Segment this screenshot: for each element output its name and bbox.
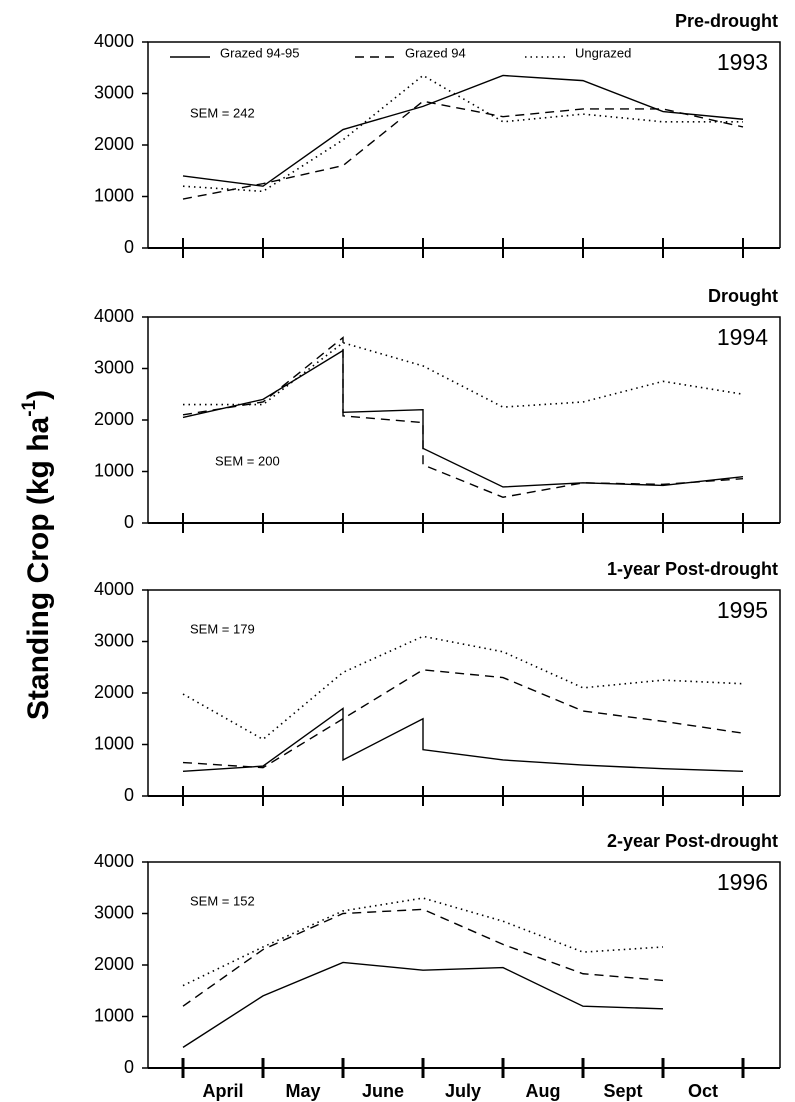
sem-label: SEM = 152 [190, 893, 255, 908]
y-tick-label: 0 [124, 1057, 134, 1077]
series-line [182, 74, 744, 187]
x-tick-label: July [445, 1081, 481, 1101]
y-tick-label: 4000 [94, 851, 134, 871]
y-tick-label: 3000 [94, 902, 134, 922]
x-tick-label: June [362, 1081, 404, 1101]
y-axis-label-end: ) [22, 390, 55, 400]
y-tick-label: 4000 [94, 306, 134, 326]
year-label: 1996 [717, 869, 768, 895]
panel-title: Pre-drought [675, 11, 778, 31]
y-tick-label: 2000 [94, 954, 134, 974]
y-tick-label: 0 [124, 512, 134, 532]
x-tick-label: Sept [603, 1081, 642, 1101]
sem-label: SEM = 200 [215, 453, 280, 468]
panel-title: 1-year Post-drought [607, 559, 778, 579]
y-tick-label: 4000 [94, 31, 134, 51]
legend-label: Grazed 94 [405, 45, 466, 60]
series-line [182, 707, 744, 772]
y-tick-label: 1000 [94, 1005, 134, 1025]
plot-frame [147, 316, 781, 523]
series-line [182, 961, 664, 1048]
year-label: 1994 [717, 324, 768, 350]
series-line [182, 635, 744, 741]
y-tick-label: 2000 [94, 134, 134, 154]
series-line [182, 74, 743, 193]
y-tick-label: 4000 [94, 579, 134, 599]
y-tick-label: 2000 [94, 682, 134, 702]
series-line [182, 897, 664, 987]
series-line [182, 908, 664, 1007]
y-tick-label: 2000 [94, 409, 134, 429]
series-line [182, 669, 744, 769]
series-line [183, 341, 744, 408]
year-label: 1995 [717, 597, 768, 623]
y-axis-label: Standing Crop (kg ha-1) [19, 390, 55, 720]
y-tick-label: 3000 [94, 82, 134, 102]
x-tick-label: Oct [688, 1081, 718, 1101]
panel-title: 2-year Post-drought [607, 831, 778, 851]
y-tick-label: 1000 [94, 733, 134, 753]
series-line [182, 336, 744, 498]
y-tick-label: 0 [124, 785, 134, 805]
x-tick-label: Aug [526, 1081, 561, 1101]
y-tick-label: 1000 [94, 460, 134, 480]
sem-label: SEM = 242 [190, 105, 255, 120]
x-tick-label: April [202, 1081, 243, 1101]
legend-label: Grazed 94-95 [220, 45, 300, 60]
legend-label: Ungrazed [575, 45, 631, 60]
panel-title: Drought [708, 286, 778, 306]
series-line [182, 100, 744, 200]
x-tick-label: May [285, 1081, 320, 1101]
y-tick-label: 3000 [94, 630, 134, 650]
y-axis-label-sup: -1 [19, 399, 40, 416]
y-tick-label: 3000 [94, 357, 134, 377]
sem-label: SEM = 179 [190, 621, 255, 636]
y-tick-label: 0 [124, 237, 134, 257]
y-axis-label-text: Standing Crop (kg ha [22, 416, 55, 720]
year-label: 1993 [717, 49, 768, 75]
plot-frame [147, 41, 781, 248]
y-tick-label: 1000 [94, 185, 134, 205]
